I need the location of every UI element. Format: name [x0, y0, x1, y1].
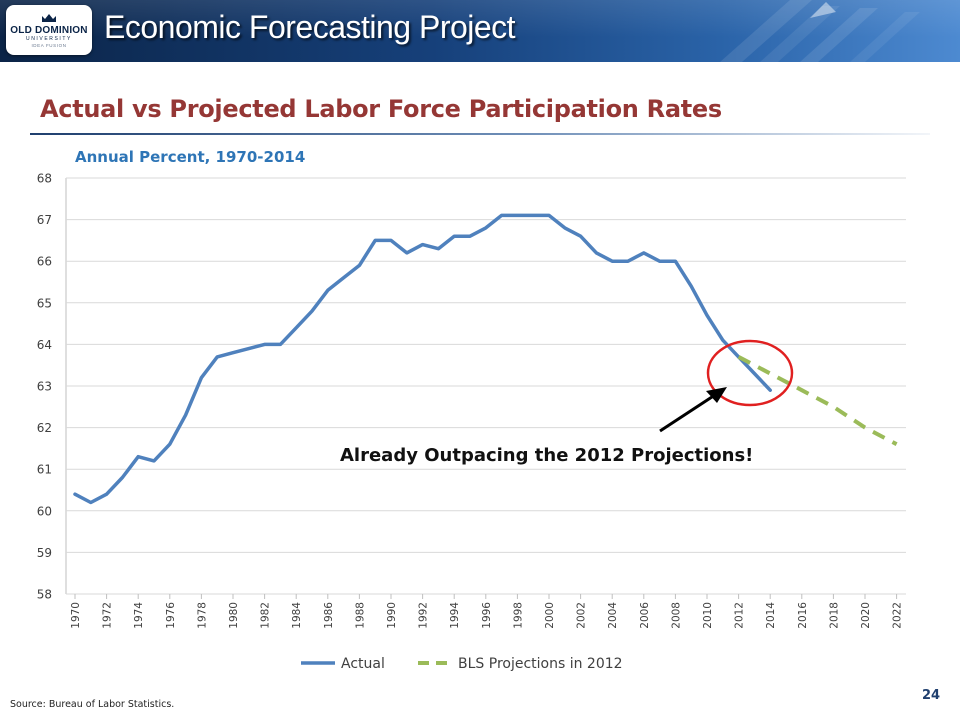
x-tick-label: 2016: [797, 602, 809, 629]
x-tick-label: 2022: [892, 602, 904, 629]
y-tick-label: 66: [37, 255, 52, 269]
logo-text-name: OLD DOMINION: [10, 24, 88, 36]
x-tick-label: 1976: [165, 602, 177, 629]
university-logo[interactable]: OLD DOMINION UNIVERSITY IDEA FUSION: [6, 5, 92, 55]
x-tick-label: 1972: [102, 602, 114, 629]
annotation-arrow-shaft: [659, 391, 719, 433]
x-tick-label: 2008: [670, 602, 682, 629]
logo-text-tagline: IDEA FUSION: [31, 42, 67, 48]
x-tick-label: 1970: [70, 602, 82, 629]
x-tick-label: 1998: [512, 602, 524, 629]
annotation-text: Already Outpacing the 2012 Projections!: [340, 445, 753, 466]
page-number: 24: [922, 688, 941, 703]
chart-subtitle: Annual Percent, 1970-2014: [75, 148, 306, 166]
x-tick-label: 2006: [639, 602, 651, 629]
x-tick-label: 1994: [449, 602, 461, 629]
x-tick-label: 2018: [828, 602, 840, 629]
x-tick-label: 2000: [544, 602, 556, 629]
source-note: Source: Bureau of Labor Statistics.: [10, 699, 175, 710]
annotation-arrowhead: [706, 387, 727, 403]
logo-text-university: UNIVERSITY: [25, 35, 72, 42]
x-tick-label: 2012: [734, 602, 746, 629]
y-tick-label: 61: [37, 463, 52, 477]
x-tick-label: 2002: [576, 602, 588, 629]
x-tick-label: 1982: [260, 602, 272, 629]
x-tick-label: 1978: [196, 602, 208, 629]
y-tick-label: 65: [37, 296, 52, 310]
series-line-projection: [737, 355, 898, 446]
x-tick-label: 1984: [291, 602, 303, 629]
y-tick-label: 68: [37, 172, 52, 186]
x-tick-label: 1974: [133, 602, 145, 629]
title-divider: [30, 133, 930, 135]
y-tick-label: 59: [37, 546, 52, 560]
y-tick-label: 60: [37, 504, 52, 518]
x-tick-label: 1986: [323, 602, 335, 629]
banner-sheen: [0, 0, 960, 62]
project-title: Economic Forecasting Project: [104, 9, 516, 45]
x-tick-label: 2010: [702, 602, 714, 629]
y-tick-label: 64: [37, 338, 52, 352]
y-tick-label: 63: [37, 380, 52, 394]
series-line-actual: [73, 213, 772, 505]
banner-arrow-graphic: [720, 0, 920, 62]
y-tick-label: 67: [37, 213, 52, 227]
crown-icon: [42, 13, 56, 22]
header-banner: OLD DOMINION UNIVERSITY IDEA FUSION Econ…: [0, 0, 960, 62]
x-tick-label: 1996: [481, 602, 493, 629]
x-tick-label: 1988: [354, 602, 366, 629]
y-tick-label: 62: [37, 421, 52, 435]
x-tick-label: 1990: [386, 602, 398, 629]
slide-title: Actual vs Projected Labor Force Particip…: [40, 95, 722, 123]
x-tick-label: 2004: [607, 602, 619, 629]
x-tick-label: 1992: [418, 602, 430, 629]
x-tick-label: 2014: [765, 602, 777, 629]
highlight-circle: [706, 339, 794, 407]
x-tick-label: 2020: [860, 602, 872, 629]
y-tick-label: 58: [37, 588, 52, 602]
legend-label-projection: BLS Projections in 2012: [458, 656, 623, 672]
x-tick-label: 1980: [228, 602, 240, 629]
legend-label-actual: Actual: [341, 656, 385, 672]
